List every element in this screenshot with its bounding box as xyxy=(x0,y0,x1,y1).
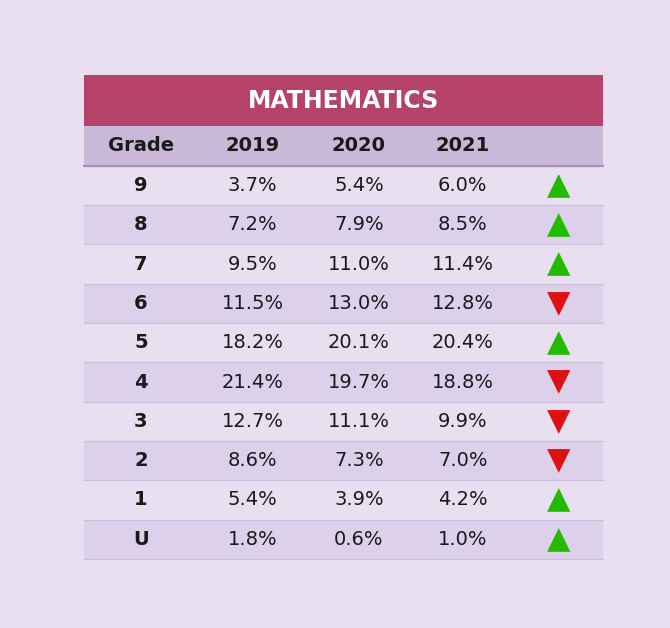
Text: 9.9%: 9.9% xyxy=(438,412,488,431)
Text: 2: 2 xyxy=(134,451,147,470)
Bar xyxy=(84,441,603,480)
Text: 8: 8 xyxy=(134,215,147,234)
Bar xyxy=(84,166,603,205)
Bar xyxy=(84,284,603,323)
Text: 7.2%: 7.2% xyxy=(228,215,277,234)
Text: 2021: 2021 xyxy=(436,136,490,156)
Text: 4: 4 xyxy=(134,372,147,391)
Text: 7.9%: 7.9% xyxy=(334,215,384,234)
Text: ▼: ▼ xyxy=(547,446,571,475)
Text: 12.7%: 12.7% xyxy=(222,412,283,431)
Text: 6.0%: 6.0% xyxy=(438,176,488,195)
Text: 8.6%: 8.6% xyxy=(228,451,277,470)
Text: 1: 1 xyxy=(134,490,147,509)
Text: 8.5%: 8.5% xyxy=(438,215,488,234)
Bar xyxy=(84,126,603,166)
Bar xyxy=(84,205,603,244)
Text: 19.7%: 19.7% xyxy=(328,372,390,391)
Text: 2019: 2019 xyxy=(225,136,279,156)
Text: 11.5%: 11.5% xyxy=(222,294,283,313)
Text: 6: 6 xyxy=(134,294,147,313)
Text: 11.4%: 11.4% xyxy=(431,254,494,274)
Text: 9: 9 xyxy=(134,176,147,195)
Text: 11.0%: 11.0% xyxy=(328,254,390,274)
Text: 7.3%: 7.3% xyxy=(334,451,384,470)
Text: 3.7%: 3.7% xyxy=(228,176,277,195)
Text: 5.4%: 5.4% xyxy=(334,176,384,195)
Text: ▼: ▼ xyxy=(547,407,571,436)
Text: 11.1%: 11.1% xyxy=(328,412,390,431)
Text: 20.1%: 20.1% xyxy=(328,333,390,352)
Text: ▲: ▲ xyxy=(547,525,571,554)
Text: 5.4%: 5.4% xyxy=(228,490,277,509)
Text: 12.8%: 12.8% xyxy=(431,294,494,313)
Text: ▲: ▲ xyxy=(547,210,571,239)
Text: ▲: ▲ xyxy=(547,485,571,514)
Text: ▲: ▲ xyxy=(547,328,571,357)
Text: 7.0%: 7.0% xyxy=(438,451,488,470)
Bar xyxy=(84,402,603,441)
Text: ▲: ▲ xyxy=(547,171,571,200)
Text: 4.2%: 4.2% xyxy=(438,490,488,509)
Text: 18.2%: 18.2% xyxy=(222,333,283,352)
Text: ▼: ▼ xyxy=(547,289,571,318)
Text: 21.4%: 21.4% xyxy=(222,372,283,391)
Text: 5: 5 xyxy=(134,333,147,352)
Text: 3: 3 xyxy=(134,412,147,431)
Text: ▲: ▲ xyxy=(547,249,571,279)
Text: 13.0%: 13.0% xyxy=(328,294,390,313)
Bar xyxy=(84,244,603,284)
Text: 18.8%: 18.8% xyxy=(431,372,494,391)
Text: Grade: Grade xyxy=(108,136,174,156)
Text: 3.9%: 3.9% xyxy=(334,490,384,509)
Bar xyxy=(84,519,603,559)
Text: 9.5%: 9.5% xyxy=(228,254,277,274)
Bar xyxy=(84,323,603,362)
Text: ▼: ▼ xyxy=(547,367,571,396)
Bar xyxy=(84,75,603,126)
Bar xyxy=(84,362,603,402)
Text: 2020: 2020 xyxy=(332,136,386,156)
Text: U: U xyxy=(133,530,149,549)
Text: 1.0%: 1.0% xyxy=(438,530,488,549)
Bar xyxy=(84,480,603,519)
Text: 0.6%: 0.6% xyxy=(334,530,384,549)
Text: 7: 7 xyxy=(134,254,147,274)
Text: 20.4%: 20.4% xyxy=(432,333,494,352)
Text: MATHEMATICS: MATHEMATICS xyxy=(248,89,439,113)
Text: 1.8%: 1.8% xyxy=(228,530,277,549)
